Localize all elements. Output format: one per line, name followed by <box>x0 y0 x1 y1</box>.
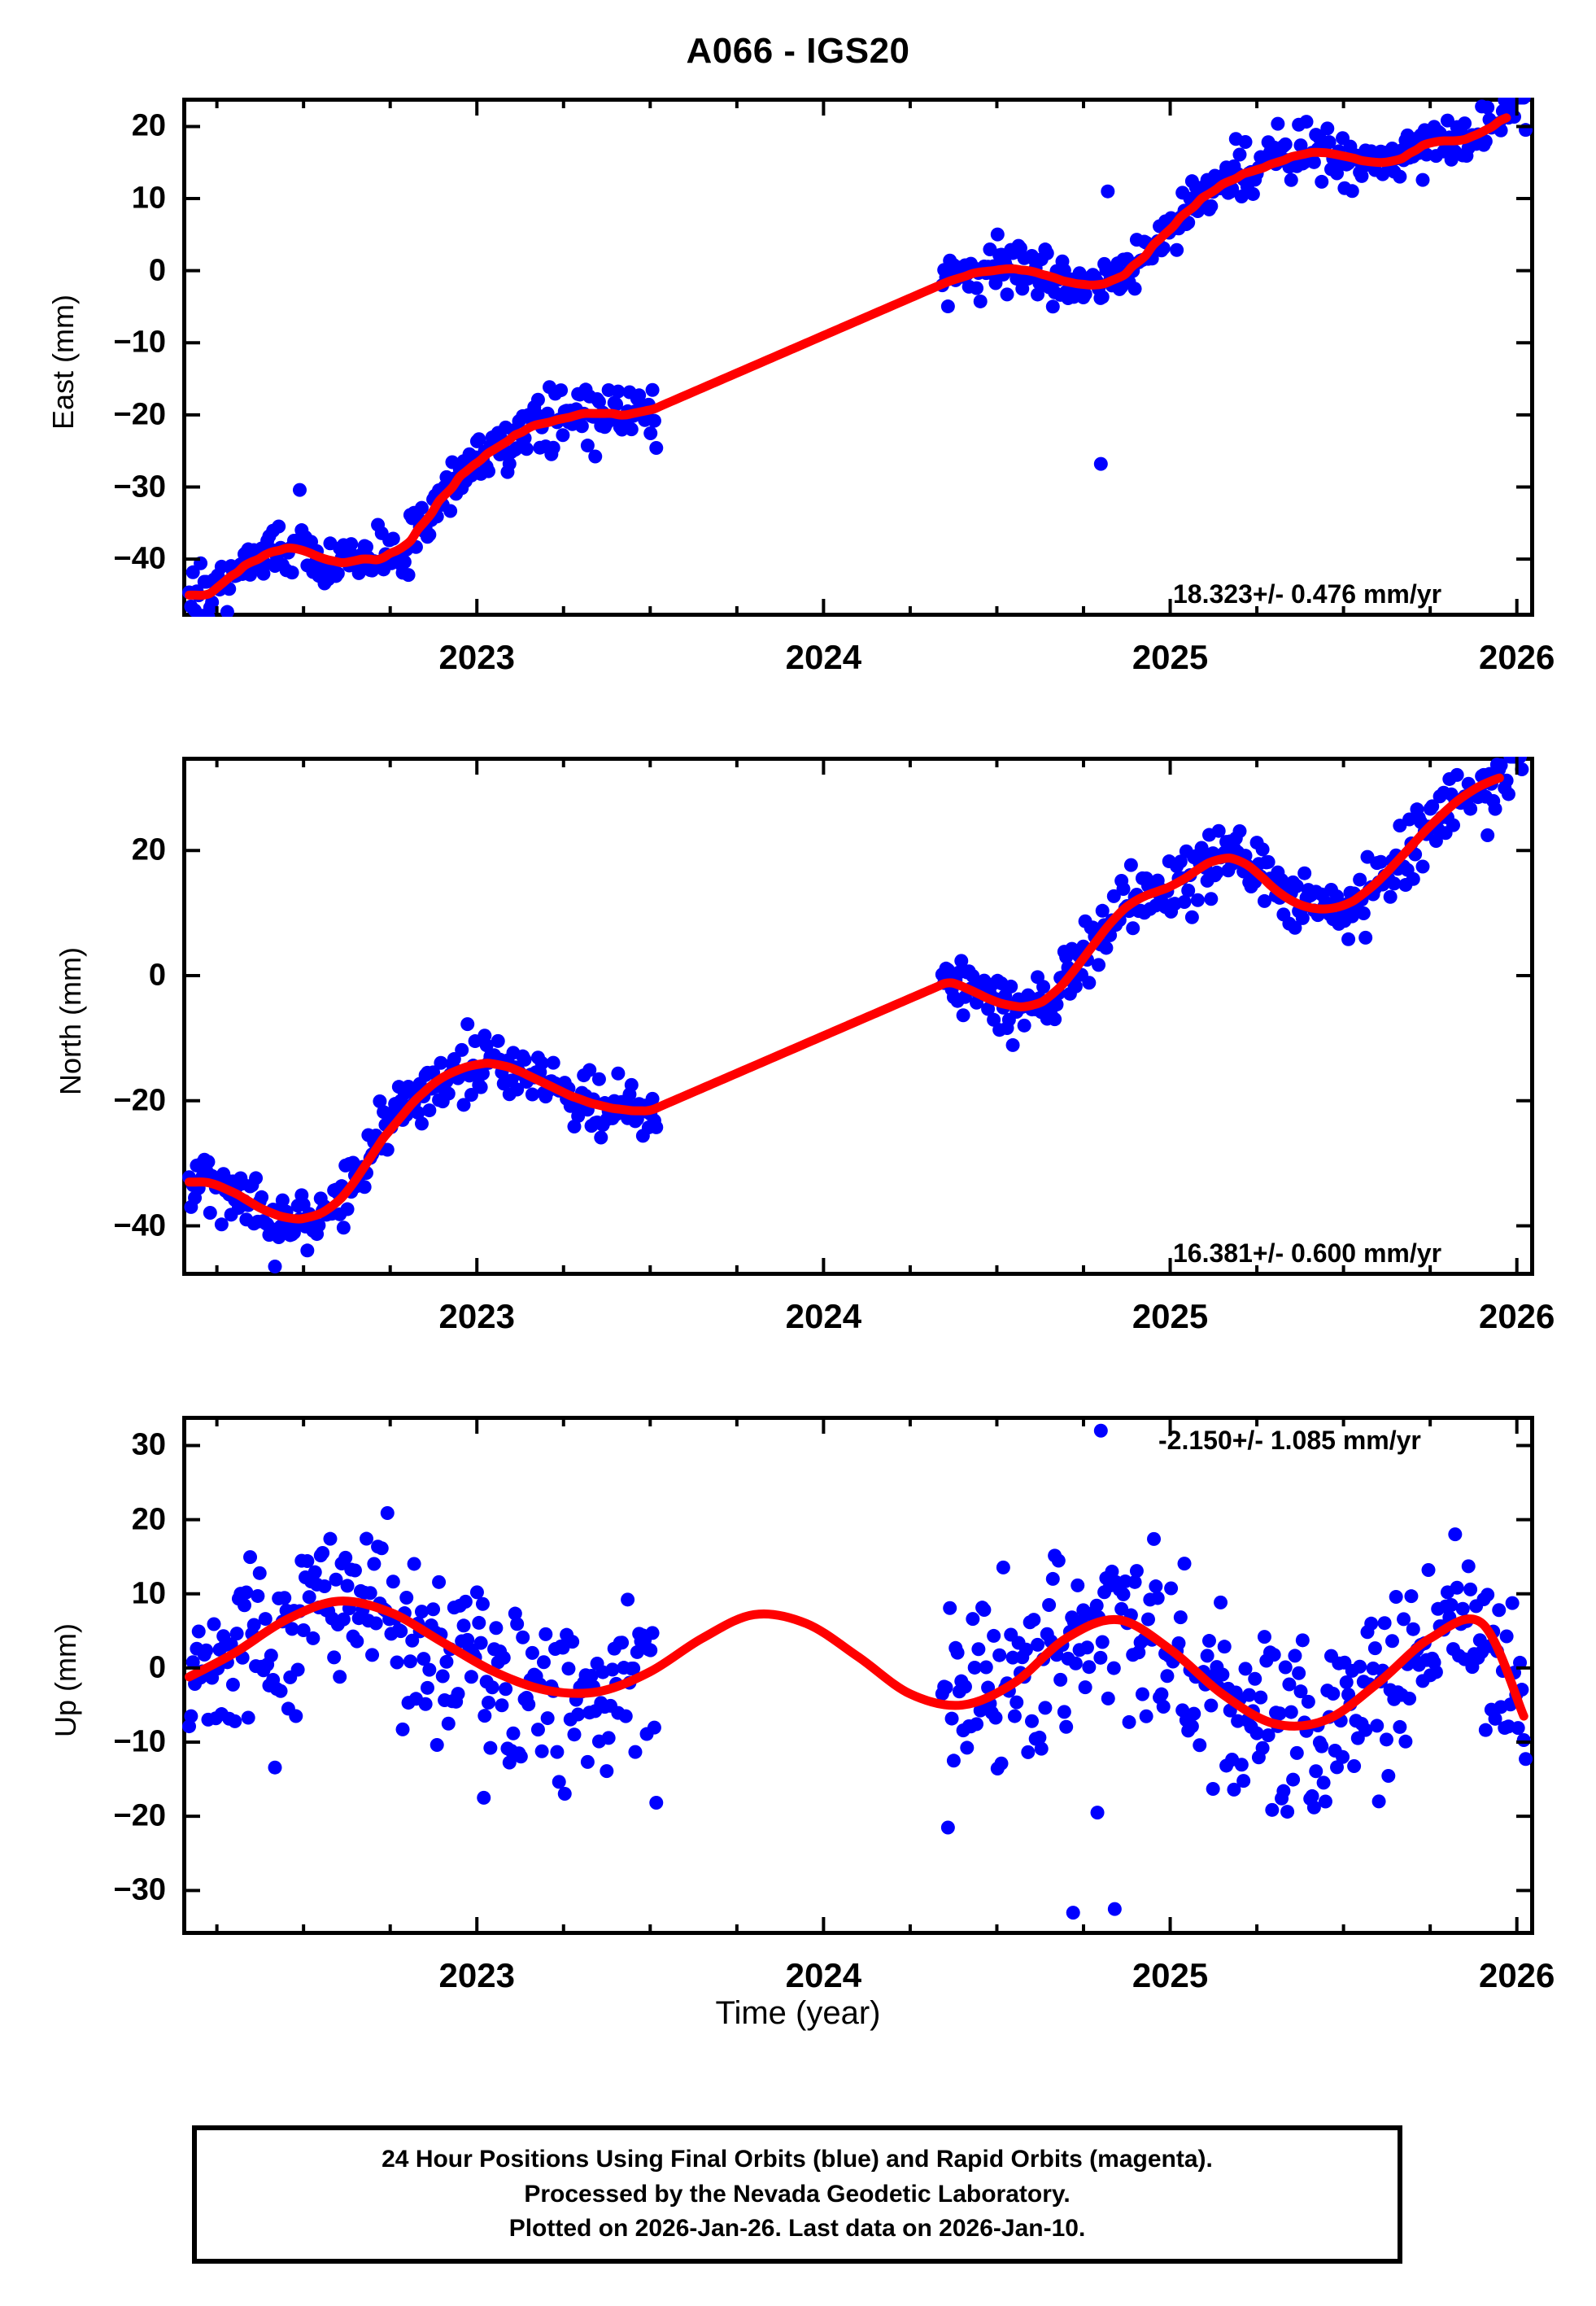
figure-caption-box: 24 Hour Positions Using Final Orbits (bl… <box>192 2125 1402 2264</box>
ytick-label: 20 <box>131 832 166 867</box>
ytick-label: −40 <box>113 1208 166 1243</box>
caption-line-1: 24 Hour Positions Using Final Orbits (bl… <box>382 2146 1213 2173</box>
ytick-label: −10 <box>113 1724 166 1759</box>
xtick-label: 2023 <box>438 1956 515 1994</box>
caption-line-3: Plotted on 2026-Jan-26. Last data on 202… <box>508 2215 1086 2243</box>
xtick-label: 2026 <box>1478 1956 1555 1994</box>
ytick-label: 30 <box>131 1427 166 1462</box>
ytick-label: −20 <box>113 1798 166 1833</box>
ytick-label: −40 <box>113 541 166 576</box>
page-title: A066 - IGS20 <box>686 31 910 71</box>
panel-up <box>182 1416 1534 1935</box>
xtick-label: 2026 <box>1478 1297 1555 1335</box>
panel-east-frame <box>182 98 1534 617</box>
xtick-label: 2025 <box>1132 638 1209 676</box>
ytick-label: 10 <box>131 1576 166 1611</box>
xtick-label: 2023 <box>438 1297 515 1335</box>
panel-east-plot <box>182 98 1534 617</box>
panel-east-rate-annotation: 18.323+/- 0.476 mm/yr <box>1173 579 1442 609</box>
ytick-label: 20 <box>131 1502 166 1537</box>
ytick-label: −10 <box>113 325 166 360</box>
xtick-label: 2025 <box>1132 1297 1209 1335</box>
ytick-label: 10 <box>131 181 166 216</box>
panel-north-plot <box>182 757 1534 1276</box>
ytick-label: 0 <box>148 253 166 288</box>
xtick-label: 2024 <box>785 1297 862 1335</box>
xtick-label: 2026 <box>1478 638 1555 676</box>
ytick-label: −30 <box>113 1872 166 1907</box>
panel-up-plot <box>182 1416 1534 1935</box>
xtick-label: 2024 <box>785 638 862 676</box>
xaxis-title: Time (year) <box>715 1995 881 2031</box>
xtick-label: 2025 <box>1132 1956 1209 1994</box>
ytick-label: 0 <box>148 1650 166 1685</box>
ytick-label: −30 <box>113 469 166 504</box>
panel-up-rate-annotation: -2.150+/- 1.085 mm/yr <box>1158 1426 1421 1455</box>
panel-north-rate-annotation: 16.381+/- 0.600 mm/yr <box>1173 1238 1442 1268</box>
panel-up-frame <box>182 1416 1534 1935</box>
panel-north <box>182 757 1534 1276</box>
ytick-label: 20 <box>131 108 166 143</box>
ytick-label: 0 <box>148 958 166 993</box>
xtick-label: 2023 <box>438 638 515 676</box>
xtick-label: 2024 <box>785 1956 862 1994</box>
ytick-label: −20 <box>113 397 166 432</box>
caption-line-2: Processed by the Nevada Geodetic Laborat… <box>524 2180 1071 2208</box>
panel-east <box>182 98 1534 617</box>
ytick-label: −20 <box>113 1083 166 1118</box>
